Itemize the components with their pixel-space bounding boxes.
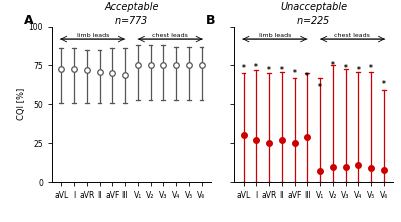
Text: chest leads: chest leads: [152, 32, 188, 38]
Y-axis label: CQI [%]: CQI [%]: [17, 88, 26, 121]
Title: Acceptable
$\it{n}$=773: Acceptable $\it{n}$=773: [104, 2, 159, 26]
Text: A: A: [24, 14, 33, 27]
Text: chest leads: chest leads: [334, 32, 370, 38]
Text: *: *: [331, 61, 335, 70]
Text: *: *: [318, 83, 322, 92]
Text: limb leads: limb leads: [259, 32, 292, 38]
Title: Unacceptable
$\it{n}$=225: Unacceptable $\it{n}$=225: [280, 2, 347, 26]
Text: *: *: [306, 72, 309, 81]
Text: limb leads: limb leads: [77, 32, 109, 38]
Text: B: B: [206, 14, 215, 27]
Text: *: *: [344, 64, 348, 73]
Text: *: *: [267, 66, 271, 75]
Text: *: *: [369, 64, 373, 73]
Text: *: *: [242, 64, 245, 73]
Text: *: *: [382, 80, 386, 89]
Text: *: *: [356, 66, 360, 75]
Text: *: *: [254, 63, 258, 71]
Text: *: *: [280, 66, 284, 75]
Text: *: *: [293, 69, 296, 78]
